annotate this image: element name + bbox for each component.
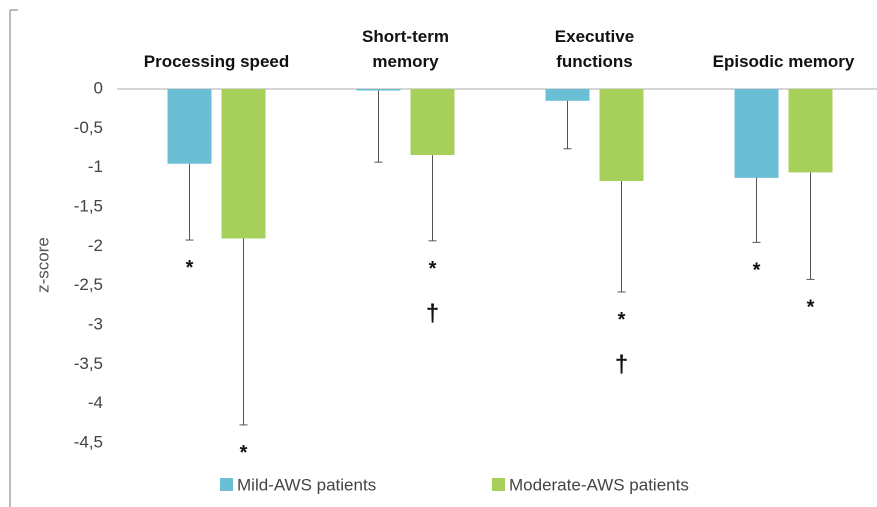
y-tick-label: -4 (88, 393, 103, 412)
annotation: * (618, 309, 626, 331)
bar (356, 89, 401, 91)
category-label: Executive functions (554, 27, 635, 71)
annotation: * (186, 257, 194, 279)
category-label: Episodic memory (712, 52, 855, 71)
y-tick-label: -0,5 (74, 118, 103, 137)
legend-swatch (220, 478, 233, 491)
annotation: † (615, 351, 628, 378)
annotation: * (807, 296, 815, 318)
y-tick-label: -3 (88, 314, 103, 333)
bar (410, 89, 455, 156)
annotation: * (240, 442, 248, 464)
legend-label: Moderate-AWS patients (509, 475, 689, 494)
y-tick-label: 0 (94, 78, 103, 97)
y-tick-label: -2,5 (74, 275, 103, 294)
y-tick-label: -2 (88, 236, 103, 255)
annotation: * (753, 259, 761, 281)
y-tick-label: -4,5 (74, 432, 103, 451)
category-label: Processing speed (143, 52, 290, 71)
annotation: † (426, 300, 439, 327)
bar (545, 89, 590, 101)
bar (221, 89, 266, 239)
y-tick-label: -1,5 (74, 196, 103, 215)
legend-label: Mild-AWS patients (237, 475, 376, 494)
annotation: * (429, 258, 437, 280)
bar (167, 89, 212, 164)
y-tick-label: -3,5 (74, 354, 103, 373)
bar (734, 89, 779, 178)
category-label: Short-term memory (362, 27, 449, 71)
y-axis-label: z-score (33, 237, 52, 293)
legend-swatch (492, 478, 505, 491)
bar (788, 89, 833, 173)
bar (599, 89, 644, 182)
y-tick-label: -1 (88, 157, 103, 176)
